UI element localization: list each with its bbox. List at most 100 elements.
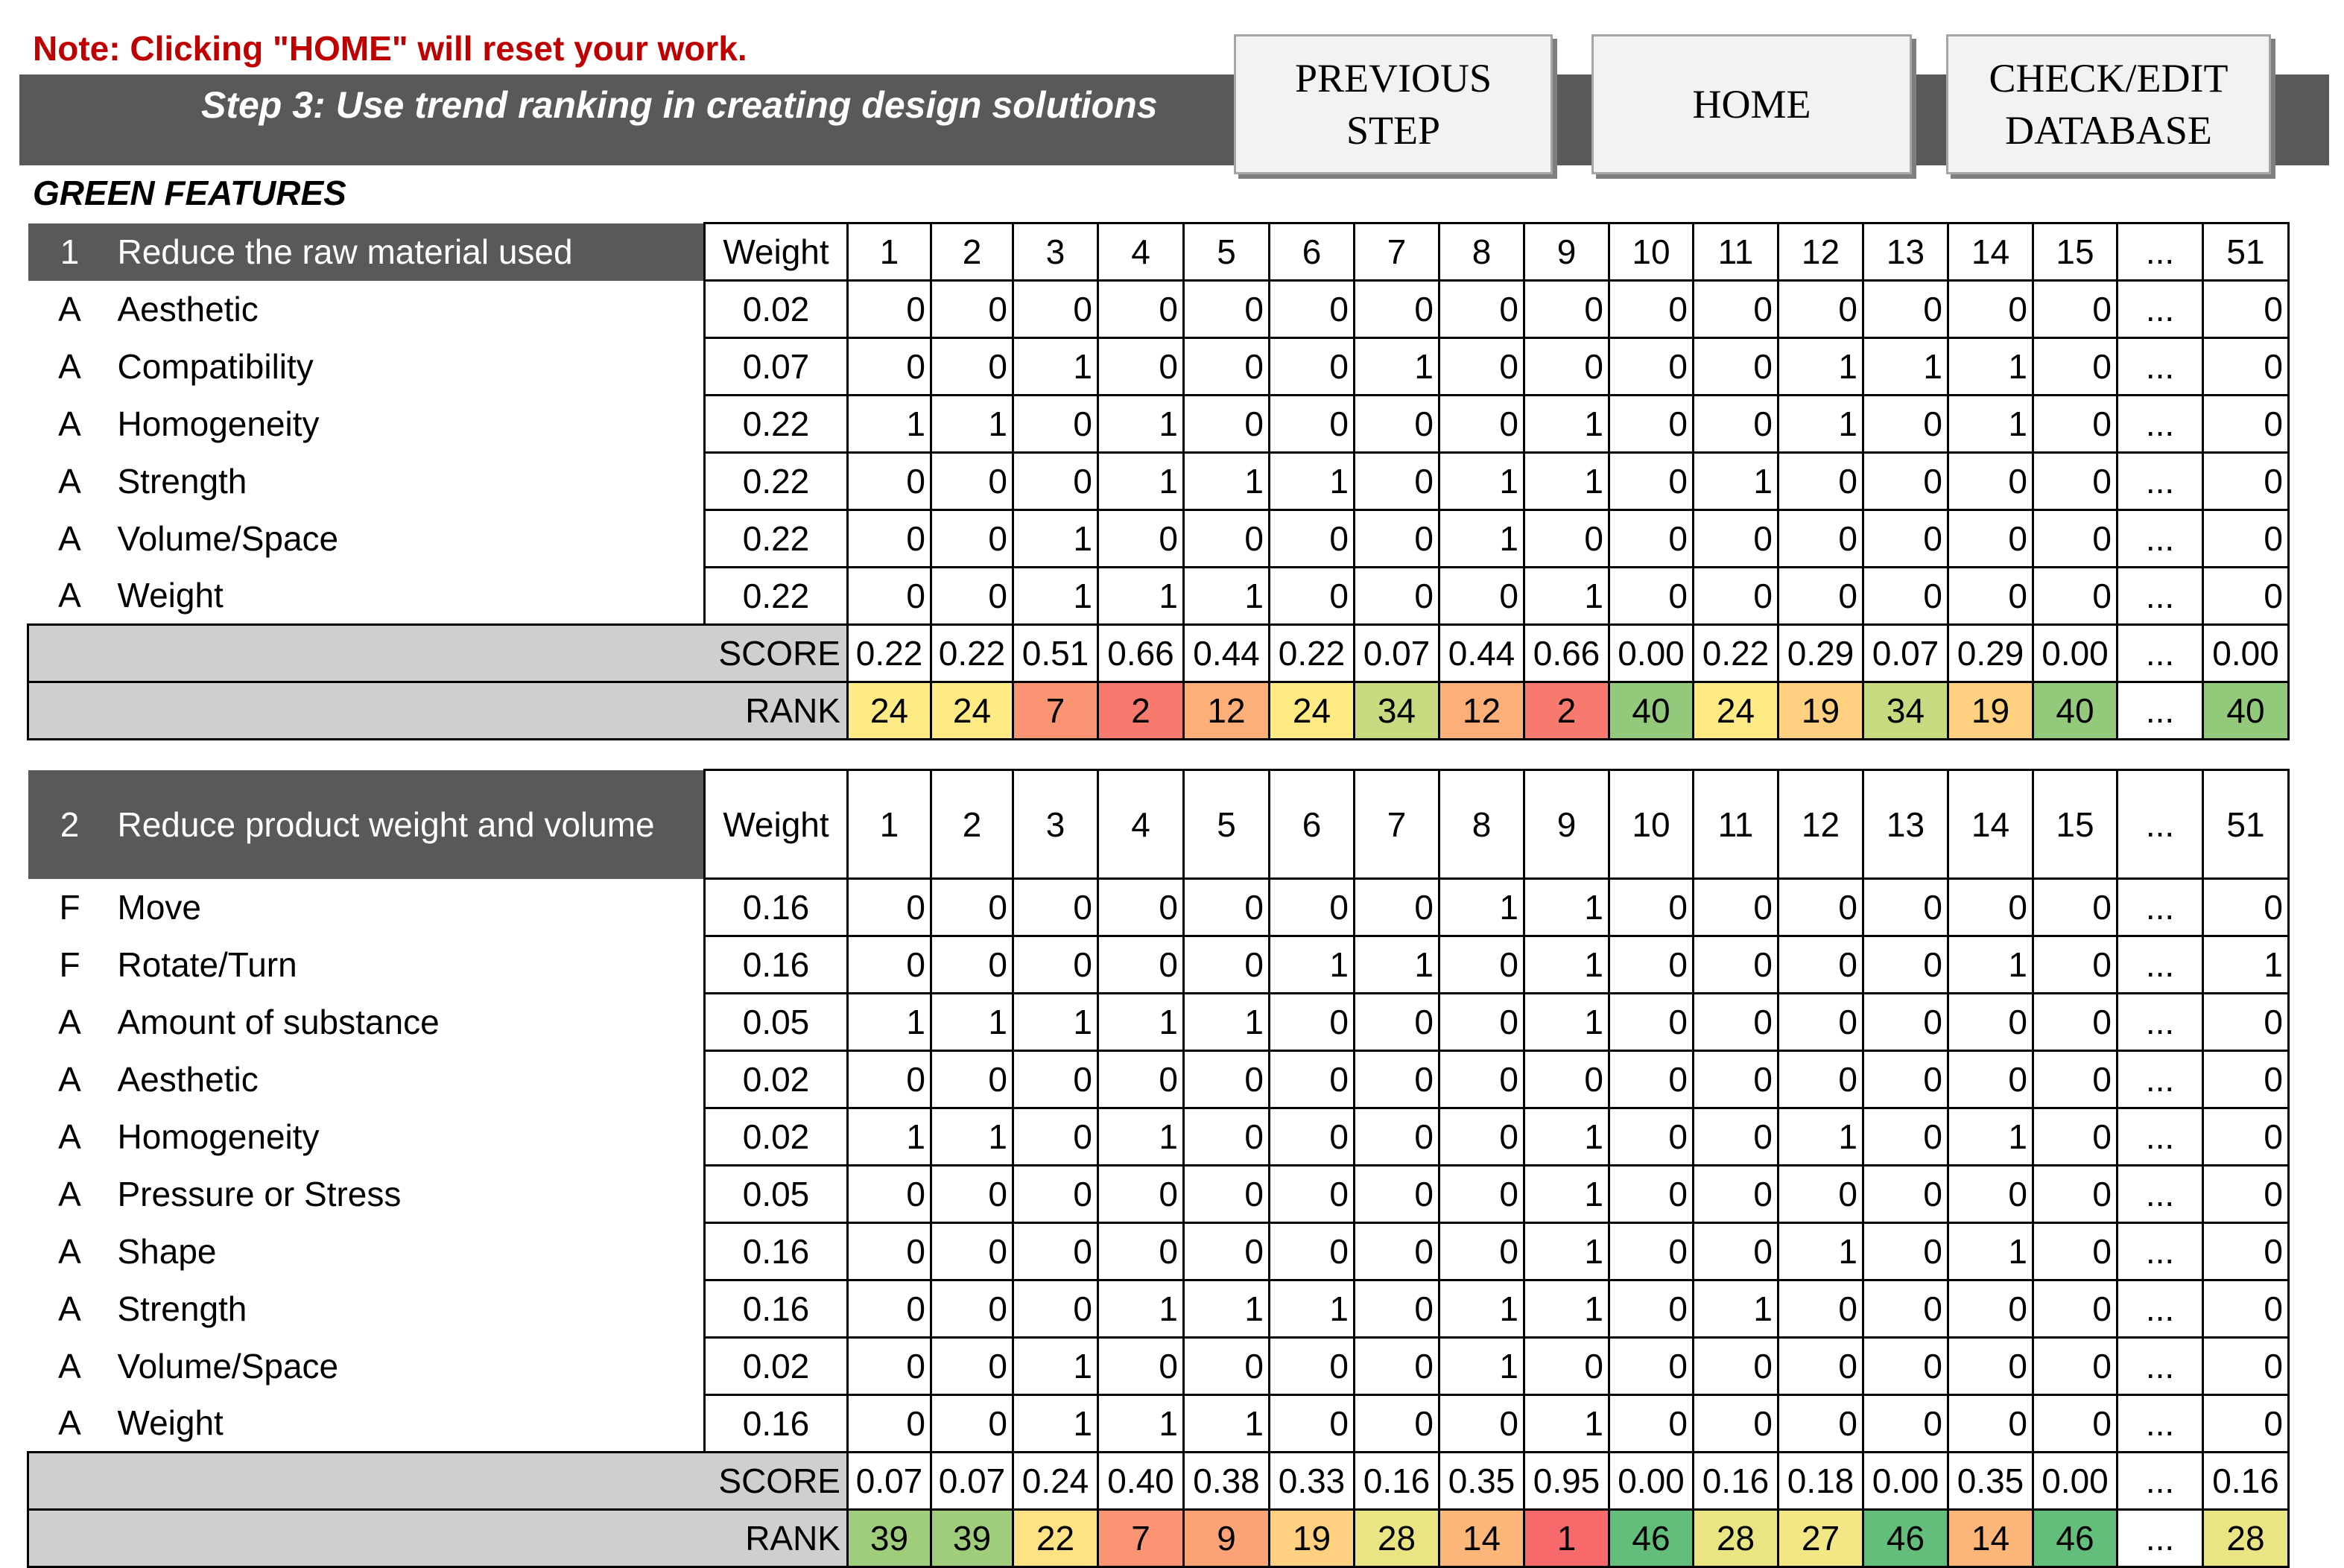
value-cell[interactable]: 1	[1182, 566, 1270, 626]
value-cell[interactable]: 0	[1268, 1222, 1355, 1281]
value-cell[interactable]: 0	[930, 451, 1014, 511]
value-cell[interactable]: 0	[2202, 509, 2290, 568]
value-cell[interactable]: 1	[1692, 1279, 1779, 1339]
value-cell[interactable]: 0	[2202, 1107, 2290, 1167]
value-cell[interactable]: 0	[1777, 1164, 1864, 1224]
value-cell[interactable]: 0	[1353, 509, 1440, 568]
value-cell[interactable]: 0	[930, 1164, 1014, 1224]
value-cell[interactable]: 0	[1862, 1164, 1949, 1224]
value-cell[interactable]: 0	[2032, 992, 2118, 1052]
value-cell[interactable]: 0	[2032, 279, 2118, 339]
value-cell[interactable]: 0	[1012, 279, 1099, 339]
value-cell[interactable]: 0	[1862, 1336, 1949, 1396]
value-cell[interactable]: 0	[1608, 1164, 1694, 1224]
value-cell[interactable]: 0	[1947, 451, 2034, 511]
value-cell[interactable]: 1	[846, 394, 932, 454]
value-cell[interactable]: 1	[930, 1107, 1014, 1167]
value-cell[interactable]: 1	[1268, 1279, 1355, 1339]
row-weight-cell[interactable]: 0.16	[703, 1222, 849, 1281]
value-cell[interactable]: 0	[1097, 1222, 1185, 1281]
value-cell[interactable]: 0	[1608, 1107, 1694, 1167]
value-cell[interactable]: 0	[1608, 1394, 1694, 1453]
value-cell[interactable]: 0	[1692, 337, 1779, 396]
value-cell[interactable]: 0	[1182, 1107, 1270, 1167]
value-cell[interactable]: 0	[1353, 1164, 1440, 1224]
value-cell[interactable]: 0	[1438, 992, 1525, 1052]
value-cell[interactable]: 1	[1523, 877, 1610, 937]
value-cell[interactable]: 0	[1947, 566, 2034, 626]
value-cell[interactable]: 0	[2032, 1394, 2118, 1453]
value-cell[interactable]: 0	[1692, 509, 1779, 568]
value-cell[interactable]: 0	[1353, 992, 1440, 1052]
value-cell[interactable]: 0	[1268, 394, 1355, 454]
value-cell[interactable]: 0	[1777, 935, 1864, 994]
value-cell[interactable]: 0	[2032, 1107, 2118, 1167]
value-cell[interactable]: 0	[1353, 566, 1440, 626]
value-cell[interactable]: 0	[1947, 509, 2034, 568]
value-cell[interactable]: 0	[1097, 935, 1185, 994]
value-cell[interactable]: 0	[846, 279, 932, 339]
value-cell[interactable]: 0	[2032, 337, 2118, 396]
value-cell[interactable]: 0	[846, 1050, 932, 1109]
value-cell[interactable]: 0	[1268, 337, 1355, 396]
value-cell[interactable]: 0	[1777, 566, 1864, 626]
value-cell[interactable]: 0	[2202, 1222, 2290, 1281]
value-cell[interactable]: 0	[1523, 337, 1610, 396]
value-cell[interactable]: 1	[1438, 1336, 1525, 1396]
value-cell[interactable]: 0	[1268, 279, 1355, 339]
value-cell[interactable]: 0	[1353, 877, 1440, 937]
value-cell[interactable]: 0	[1182, 1050, 1270, 1109]
value-cell[interactable]: 0	[1862, 935, 1949, 994]
value-cell[interactable]: 0	[1608, 935, 1694, 994]
value-cell[interactable]: 0	[1012, 935, 1099, 994]
value-cell[interactable]: 0	[1097, 1336, 1185, 1396]
value-cell[interactable]: 0	[2202, 337, 2290, 396]
value-cell[interactable]: 1	[1523, 1107, 1610, 1167]
value-cell[interactable]: 0	[1862, 566, 1949, 626]
value-cell[interactable]: 0	[1692, 992, 1779, 1052]
value-cell[interactable]: 0	[846, 451, 932, 511]
value-cell[interactable]: 0	[1692, 877, 1779, 937]
row-weight-cell[interactable]: 0.16	[703, 935, 849, 994]
value-cell[interactable]: 0	[846, 877, 932, 937]
value-cell[interactable]: 0	[1438, 1394, 1525, 1453]
value-cell[interactable]: 0	[1438, 1050, 1525, 1109]
value-cell[interactable]: 0	[1692, 279, 1779, 339]
value-cell[interactable]: 0	[1947, 279, 2034, 339]
value-cell[interactable]: 0	[1182, 279, 1270, 339]
value-cell[interactable]: 0	[1182, 337, 1270, 396]
value-cell[interactable]: 0	[1608, 1222, 1694, 1281]
value-cell[interactable]: 0	[1438, 279, 1525, 339]
value-cell[interactable]: 0	[1353, 1107, 1440, 1167]
value-cell[interactable]: 0	[1692, 1050, 1779, 1109]
value-cell[interactable]: 0	[930, 566, 1014, 626]
row-weight-cell[interactable]: 0.02	[703, 1050, 849, 1109]
value-cell[interactable]: 0	[1947, 1164, 2034, 1224]
value-cell[interactable]: 0	[1097, 509, 1185, 568]
value-cell[interactable]: 0	[1692, 1336, 1779, 1396]
value-cell[interactable]: 1	[1438, 1279, 1525, 1339]
value-cell[interactable]: 0	[1947, 1279, 2034, 1339]
value-cell[interactable]: 0	[2032, 877, 2118, 937]
value-cell[interactable]: 1	[1438, 877, 1525, 937]
row-weight-cell[interactable]: 0.16	[703, 1279, 849, 1339]
value-cell[interactable]: 1	[1777, 394, 1864, 454]
value-cell[interactable]: 0	[1862, 1394, 1949, 1453]
row-weight-cell[interactable]: 0.16	[703, 1394, 849, 1453]
value-cell[interactable]: 0	[2202, 566, 2290, 626]
value-cell[interactable]: 1	[1777, 1107, 1864, 1167]
value-cell[interactable]: 0	[1438, 337, 1525, 396]
value-cell[interactable]: 0	[1862, 992, 1949, 1052]
value-cell[interactable]: 1	[1097, 1107, 1185, 1167]
value-cell[interactable]: 0	[1947, 992, 2034, 1052]
value-cell[interactable]: 0	[2032, 451, 2118, 511]
value-cell[interactable]: 0	[1353, 394, 1440, 454]
value-cell[interactable]: 0	[1012, 451, 1099, 511]
value-cell[interactable]: 0	[1862, 279, 1949, 339]
value-cell[interactable]: 1	[1777, 337, 1864, 396]
value-cell[interactable]: 0	[1777, 992, 1864, 1052]
value-cell[interactable]: 1	[1523, 1279, 1610, 1339]
value-cell[interactable]: 1	[1097, 992, 1185, 1052]
value-cell[interactable]: 0	[1692, 566, 1779, 626]
value-cell[interactable]: 0	[1523, 1336, 1610, 1396]
